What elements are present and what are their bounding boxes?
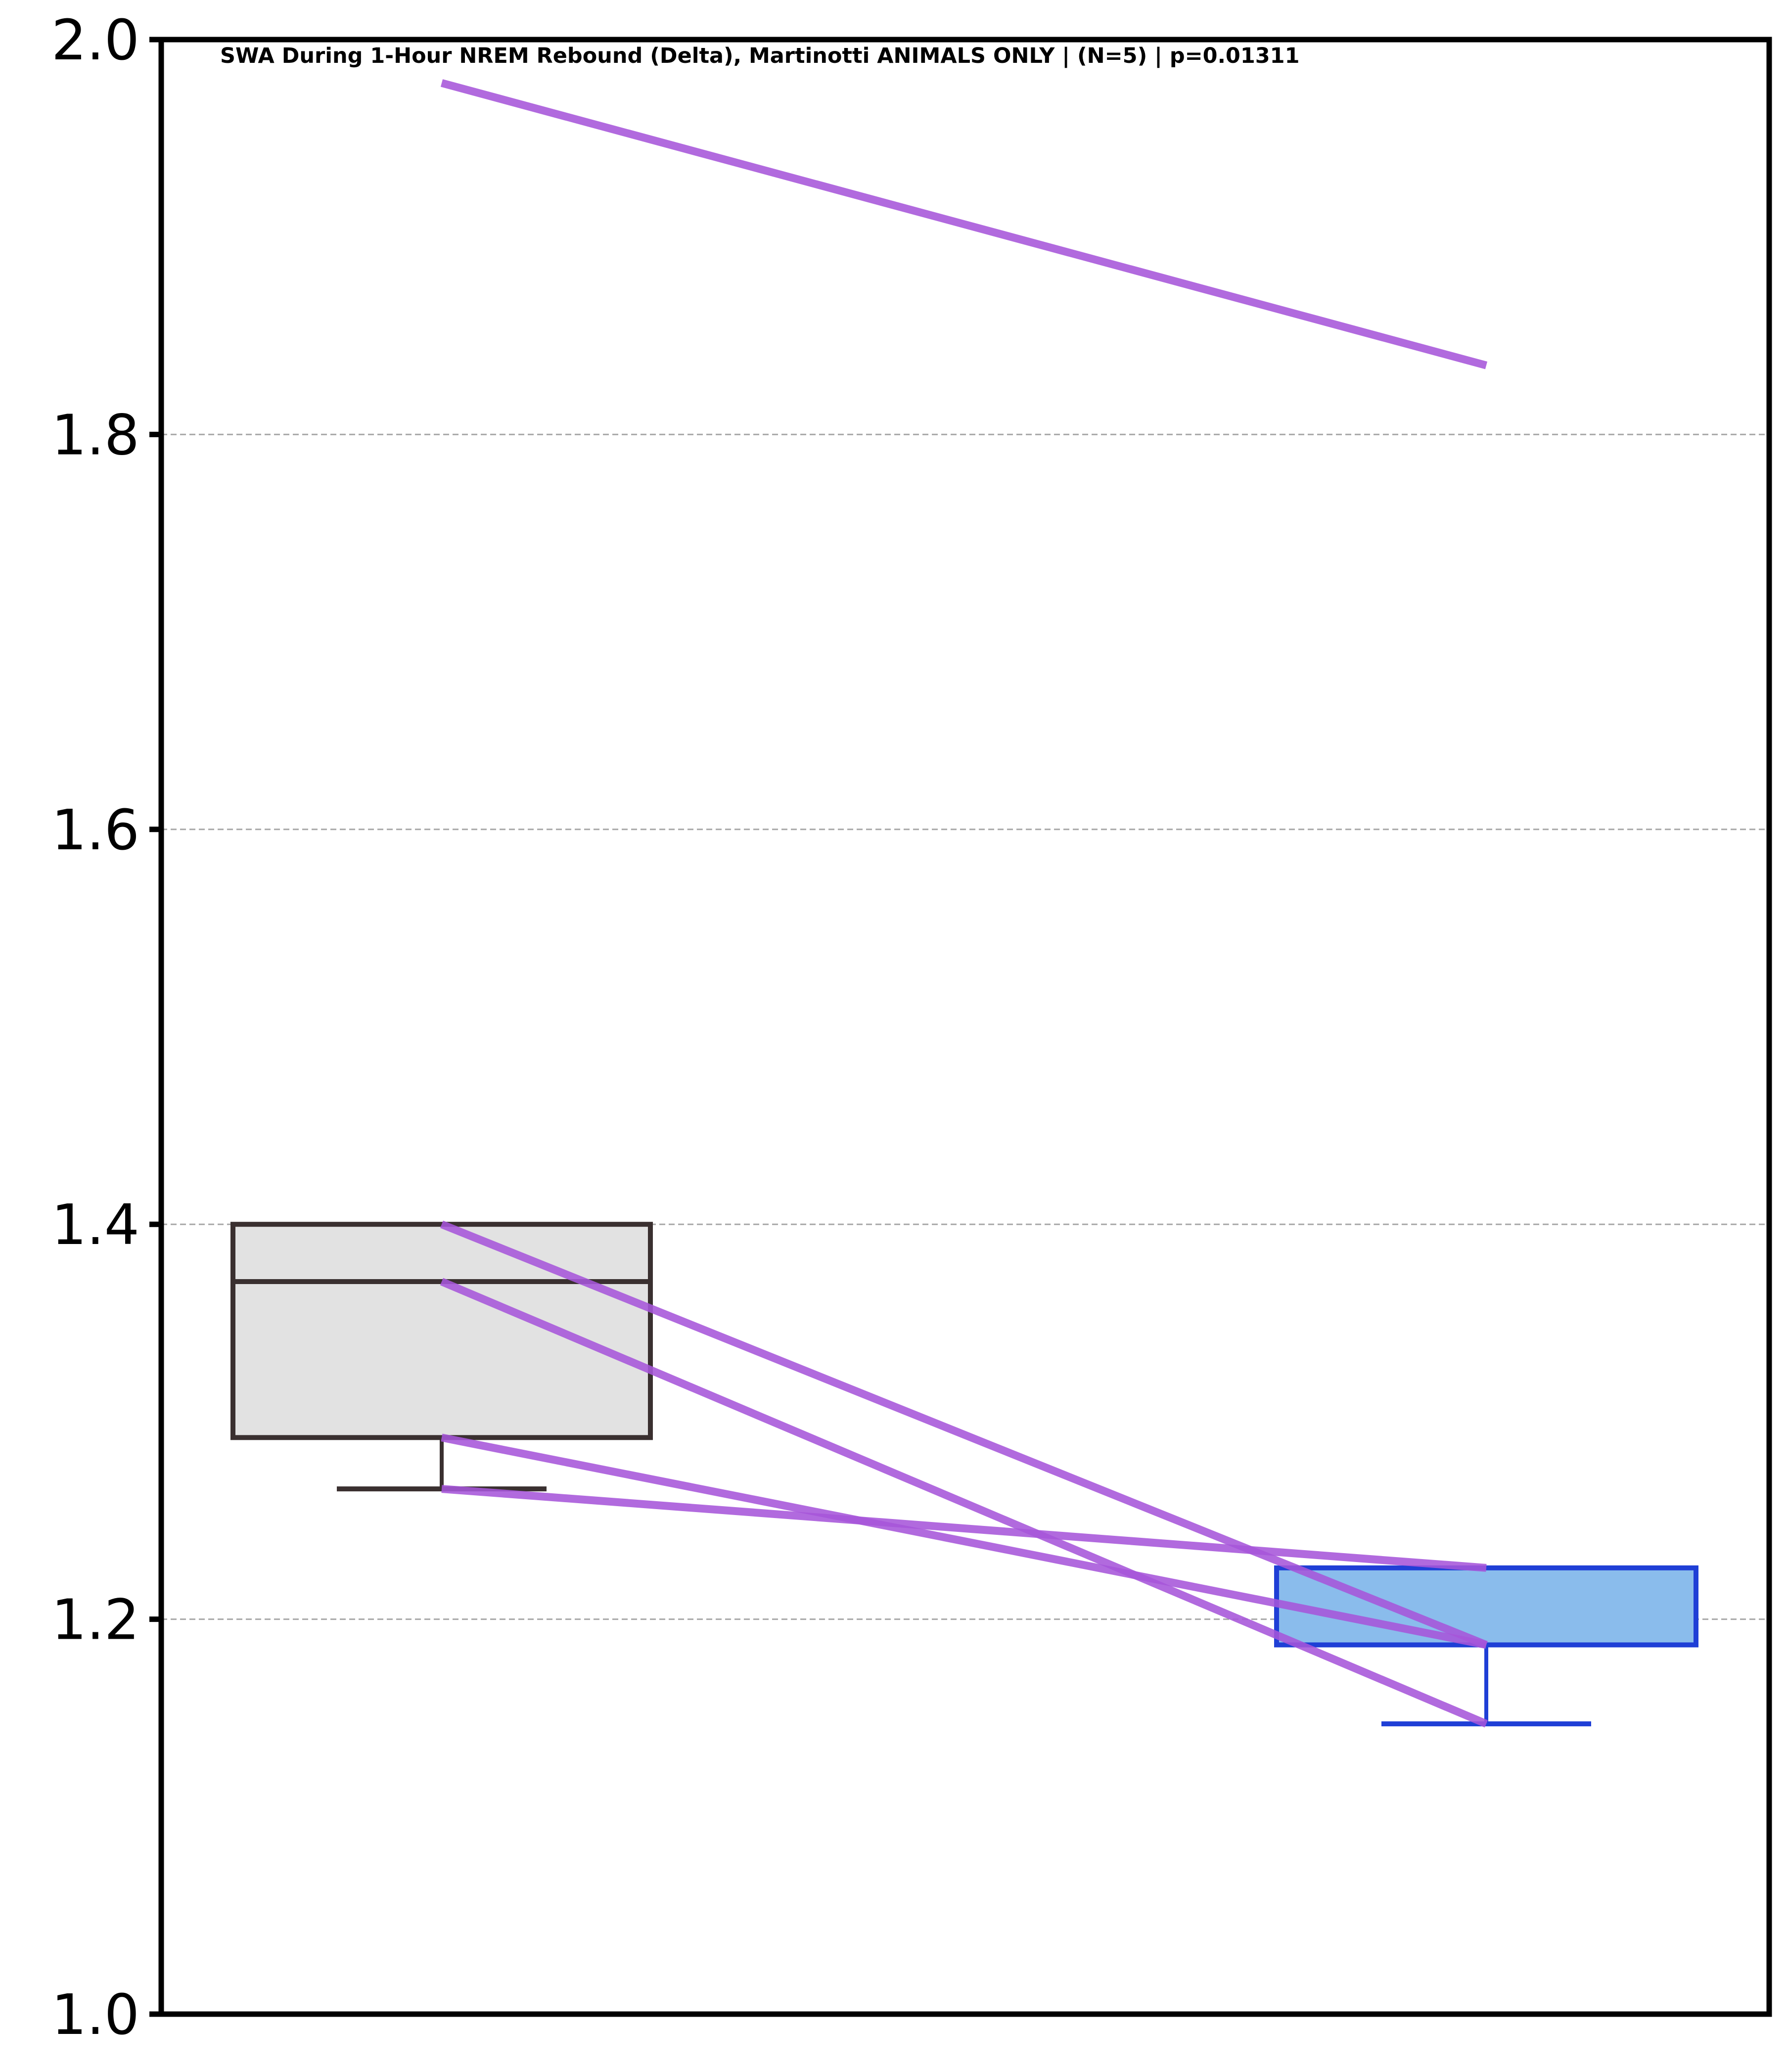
y-tick-label: 1.4 xyxy=(51,1193,139,1257)
y-tick-label: 1.0 xyxy=(51,1983,139,2047)
y-ticks: 1.0 1.2 1.4 1.6 1.8 2.0 xyxy=(51,8,161,2047)
paired-line xyxy=(441,1433,1487,1649)
plot-frame xyxy=(158,37,1772,2017)
y-tick-label: 2.0 xyxy=(51,8,139,73)
paired-line xyxy=(440,79,1488,369)
paired-line xyxy=(440,1220,1488,1649)
box-group-2 xyxy=(1274,1565,1698,1727)
paired-lines xyxy=(440,79,1488,1728)
box-body xyxy=(1274,1565,1698,1648)
box-body xyxy=(230,1222,653,1440)
paired-line xyxy=(440,1278,1488,1728)
axes xyxy=(158,37,1772,2017)
paired-line xyxy=(441,1485,1487,1572)
boxes xyxy=(230,1222,1698,1727)
chart-title: SWA During 1-Hour NREM Rebound (Delta), … xyxy=(220,44,1300,68)
grid-lines xyxy=(161,433,1769,1620)
y-tick-label: 1.2 xyxy=(51,1588,139,1653)
y-tick-label: 1.6 xyxy=(51,798,139,863)
box-group-1 xyxy=(230,1222,653,1492)
y-tick-label: 1.8 xyxy=(51,403,139,467)
